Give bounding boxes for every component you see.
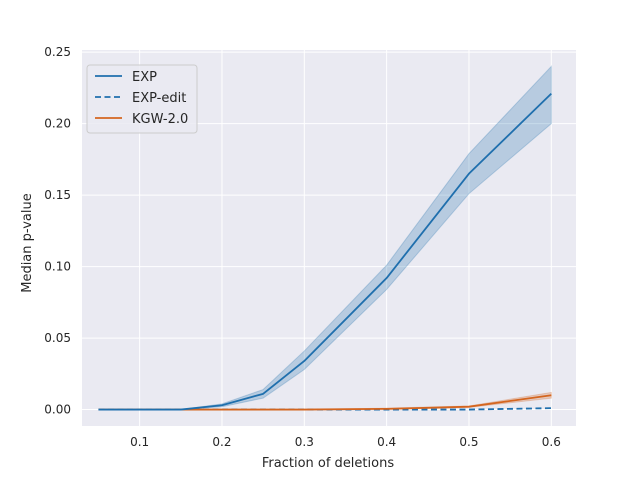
legend-box xyxy=(86,64,198,134)
legend: EXP EXP-edit KGW-2.0 xyxy=(86,64,198,134)
y-tick-label: 0.20 xyxy=(44,117,71,131)
x-tick-label: 0.1 xyxy=(130,435,149,449)
legend-label-exp-edit: EXP-edit xyxy=(132,91,186,106)
series-lines xyxy=(98,92,552,411)
y-tick-label: 0.00 xyxy=(44,403,71,417)
x-axis-label: Fraction of deletions xyxy=(262,456,394,471)
x-tick-label: 0.6 xyxy=(542,435,561,449)
y-tick-label: 0.15 xyxy=(44,188,71,202)
x-tick-labels: 0.1 0.2 0.3 0.4 0.5 0.6 xyxy=(130,435,561,449)
y-tick-labels: 0.00 0.05 0.10 0.15 0.20 0.25 xyxy=(44,45,71,416)
grid xyxy=(82,50,576,426)
legend-label-exp: EXP xyxy=(132,70,157,85)
x-tick-label: 0.3 xyxy=(295,435,314,449)
x-tick-label: 0.4 xyxy=(377,435,396,449)
exp-line xyxy=(98,92,552,411)
y-tick-label: 0.10 xyxy=(44,260,71,274)
legend-label-kgw-2-0: KGW-2.0 xyxy=(132,112,188,127)
x-tick-label: 0.2 xyxy=(212,435,231,449)
y-tick-label: 0.25 xyxy=(44,45,71,59)
x-tick-label: 0.5 xyxy=(459,435,478,449)
y-tick-label: 0.05 xyxy=(44,331,71,345)
y-axis-label: Median p-value xyxy=(20,193,35,293)
